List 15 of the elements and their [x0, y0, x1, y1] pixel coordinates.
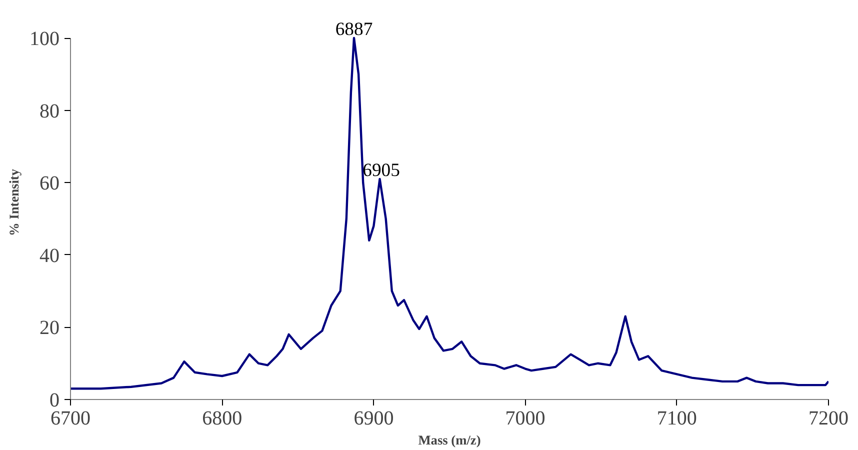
annotation: 6905: [362, 160, 400, 182]
x-axis-title: Mass (m/z): [418, 432, 481, 448]
y-tick-label: 100: [30, 28, 60, 50]
x-tick-label: 7200: [808, 408, 848, 430]
x-tick-label: 6900: [354, 408, 394, 430]
annotation: 6887: [335, 19, 373, 40]
y-tick-label: 20: [40, 317, 60, 340]
y-tick-label: 40: [40, 244, 60, 267]
y-axis-title: % Intensity: [6, 168, 22, 236]
y-tick-label: 60: [40, 172, 60, 195]
line-series: [70, 36, 828, 390]
x-tick-label: 7100: [656, 408, 697, 430]
x-tick-label: 6800: [202, 408, 242, 430]
y-tick-label: 80: [40, 100, 60, 122]
x-tick-label: 7000: [505, 408, 546, 430]
